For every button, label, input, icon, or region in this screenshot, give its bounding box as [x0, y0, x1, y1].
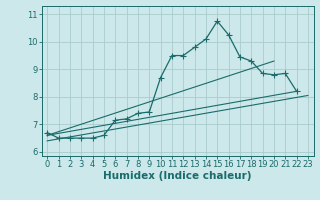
- X-axis label: Humidex (Indice chaleur): Humidex (Indice chaleur): [103, 171, 252, 181]
